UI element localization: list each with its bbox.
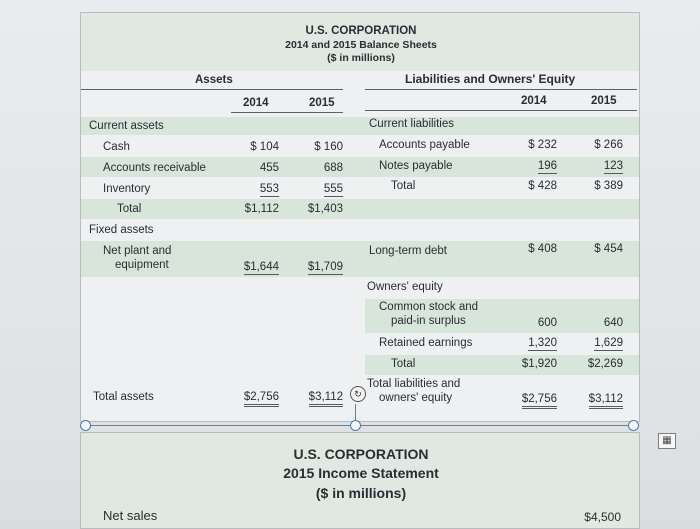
balance-sheet-header bbox=[81, 13, 639, 71]
owners-equity-label: Owners' equity bbox=[367, 281, 443, 293]
total-assets-2015: $3,112 bbox=[308, 391, 343, 407]
row-band-total bbox=[81, 199, 639, 219]
notes-2015: 123 bbox=[603, 160, 623, 174]
common-2014: 600 bbox=[537, 317, 557, 329]
eq-total-2015: $2,269 bbox=[587, 358, 623, 370]
row-band-common bbox=[365, 299, 639, 333]
cl-total-2014: $ 428 bbox=[528, 180, 557, 192]
receivables-2014: 455 bbox=[259, 162, 279, 174]
inventory-2014: 553 bbox=[259, 183, 279, 197]
assets-header-rule bbox=[81, 89, 343, 90]
inventory-2015: 555 bbox=[323, 183, 343, 197]
payable-2014: $ 232 bbox=[528, 139, 557, 151]
ltd-label: Long-term debt bbox=[369, 245, 447, 257]
fixed-assets-label: Fixed assets bbox=[89, 224, 154, 236]
selection-handle-left[interactable] bbox=[80, 420, 91, 431]
assets-year-2014: 2014 bbox=[243, 97, 269, 109]
total-assets-2014: $2,756 bbox=[243, 391, 279, 407]
retained-2015: 1,629 bbox=[594, 337, 623, 351]
total-le-label-2: owners' equity bbox=[379, 392, 453, 404]
selection-handle-middle[interactable] bbox=[350, 420, 361, 431]
total-le-label-1: Total liabilities and bbox=[367, 378, 461, 390]
inventory-label: Inventory bbox=[103, 183, 151, 195]
balance-sheet-table: U.S. CORPORATION 2014 and 2015 Balance S… bbox=[80, 12, 640, 422]
liab-year-rule bbox=[365, 110, 637, 111]
payable-label: Accounts payable bbox=[379, 139, 470, 151]
balance-subtitle: 2014 and 2015 Balance Sheets bbox=[285, 39, 437, 51]
balance-units: ($ in millions) bbox=[327, 52, 395, 64]
eq-total-label: Total bbox=[391, 358, 416, 370]
cash-2014: $ 104 bbox=[250, 141, 279, 153]
cl-total-2015: $ 389 bbox=[594, 180, 623, 192]
row-band-eq-total bbox=[365, 355, 639, 375]
common-label-2: paid-in surplus bbox=[391, 315, 466, 327]
total-le-2015: $3,112 bbox=[588, 393, 623, 409]
ca-total-2014: $1,112 bbox=[244, 203, 279, 215]
ltd-2014: $ 408 bbox=[528, 243, 557, 255]
total-le-2014: $2,756 bbox=[521, 393, 557, 409]
notes-label: Notes payable bbox=[379, 160, 453, 172]
net-plant-2015: $1,709 bbox=[307, 261, 343, 275]
image-icon[interactable]: ▦ bbox=[658, 433, 676, 449]
income-statement-table: U.S. CORPORATION 2015 Income Statement (… bbox=[80, 432, 640, 529]
current-liabilities-label: Current liabilities bbox=[369, 118, 455, 130]
income-units: ($ in millions) bbox=[315, 485, 407, 501]
net-plant-2014: $1,644 bbox=[243, 261, 279, 275]
balance-title: U.S. CORPORATION bbox=[305, 25, 417, 37]
row-band-plant bbox=[81, 241, 639, 277]
assets-year-rule bbox=[231, 112, 343, 113]
ltd-2015: $ 454 bbox=[594, 243, 623, 255]
common-2015: 640 bbox=[603, 317, 623, 329]
ca-total-label: Total bbox=[117, 203, 142, 215]
rotate-icon[interactable]: ↻ bbox=[350, 386, 366, 402]
total-assets-label: Total assets bbox=[93, 391, 154, 403]
liabilities-header-rule bbox=[365, 89, 637, 90]
receivables-label: Accounts receivable bbox=[103, 162, 206, 174]
row-band-current bbox=[81, 117, 639, 135]
liab-year-2015: 2015 bbox=[591, 95, 617, 107]
ca-total-2015: $1,403 bbox=[307, 203, 343, 215]
cl-total-label: Total bbox=[391, 180, 416, 192]
income-subtitle: 2015 Income Statement bbox=[283, 465, 439, 481]
common-label-1: Common stock and bbox=[379, 301, 479, 313]
liabilities-header: Liabilities and Owners' Equity bbox=[405, 72, 576, 86]
current-assets-label: Current assets bbox=[89, 120, 164, 132]
cash-label: Cash bbox=[103, 141, 130, 153]
income-title: U.S. CORPORATION bbox=[293, 446, 429, 462]
liab-year-2014: 2014 bbox=[521, 95, 547, 107]
cash-2015: $ 160 bbox=[314, 141, 343, 153]
net-plant-label-2: equipment bbox=[115, 259, 169, 271]
notes-2014: 196 bbox=[537, 160, 557, 174]
retained-2014: 1,320 bbox=[528, 337, 557, 351]
assets-header: Assets bbox=[195, 74, 233, 86]
assets-year-2015: 2015 bbox=[309, 97, 335, 109]
receivables-2015: 688 bbox=[323, 162, 343, 174]
net-sales-value: $4,500 bbox=[584, 510, 621, 524]
row-band-receivable bbox=[81, 157, 639, 177]
net-sales-label: Net sales bbox=[103, 508, 158, 523]
selection-frame-stem bbox=[355, 404, 356, 424]
selection-handle-right[interactable] bbox=[628, 420, 639, 431]
eq-total-2014: $1,920 bbox=[521, 358, 557, 370]
payable-2015: $ 266 bbox=[594, 139, 623, 151]
retained-label: Retained earnings bbox=[379, 337, 473, 349]
net-plant-label-1: Net plant and bbox=[103, 245, 172, 257]
